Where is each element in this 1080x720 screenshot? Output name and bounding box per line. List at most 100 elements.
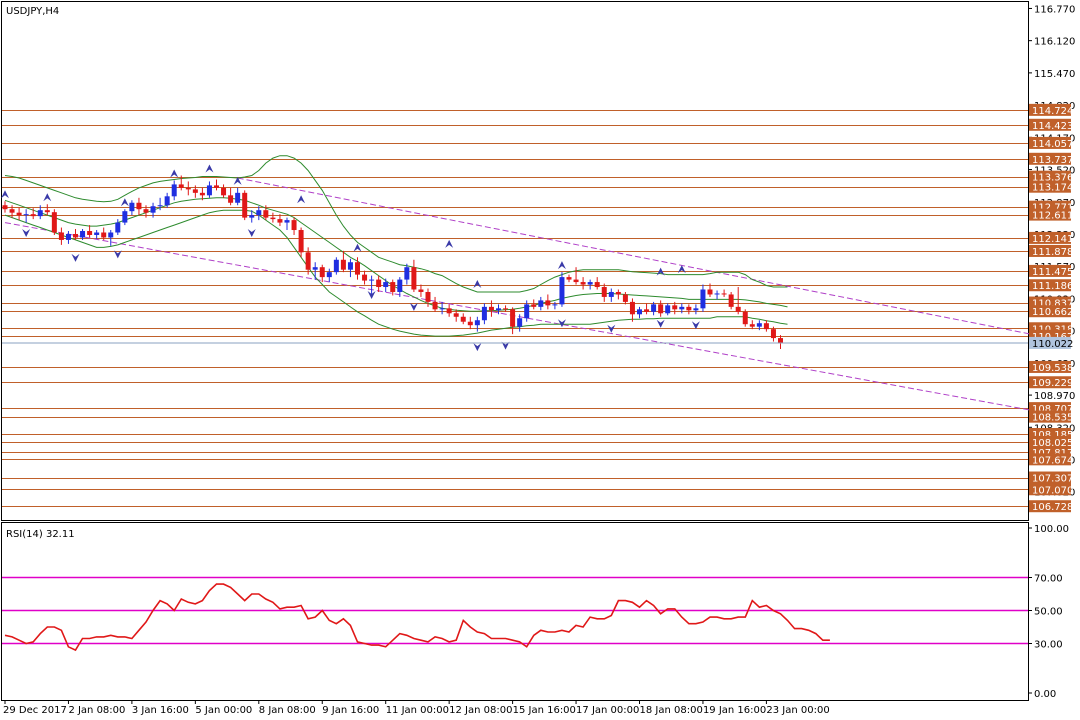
candle-bear xyxy=(30,208,36,220)
candle-body xyxy=(242,192,248,218)
candle-bull xyxy=(679,303,685,314)
candle-bull xyxy=(150,202,156,218)
price-tick-label: 115.470 xyxy=(1034,69,1075,80)
rsi-line xyxy=(4,583,830,652)
candle-bear xyxy=(2,201,8,213)
sr-price-label: 111.186 xyxy=(1032,281,1073,292)
candle-body xyxy=(319,267,325,278)
price-tick-label: 116.120 xyxy=(1034,37,1075,48)
trend-channel xyxy=(4,177,1049,414)
candle-bear xyxy=(467,316,473,330)
candle-bear xyxy=(9,205,15,218)
sr-price-tag xyxy=(1029,376,1071,389)
fractals xyxy=(1,164,700,352)
candle-body xyxy=(44,210,50,213)
candle-body xyxy=(749,324,755,327)
candle-body xyxy=(524,304,530,319)
candle-body xyxy=(291,220,297,231)
current-price-label: 110.022 xyxy=(1032,339,1073,350)
candle-bear xyxy=(136,197,142,216)
channel-line xyxy=(4,222,1049,414)
candle-body xyxy=(270,217,276,220)
candle-body xyxy=(263,210,269,218)
candle-bear xyxy=(615,289,621,300)
candle-body xyxy=(136,202,142,210)
time-tick-label: 29 Dec 2017 xyxy=(3,705,67,716)
bollinger-upper xyxy=(4,155,788,293)
candle-bull xyxy=(538,296,544,311)
sr-price-label: 110.662 xyxy=(1032,307,1073,318)
candle-body xyxy=(221,187,227,196)
fractal-up-arrow xyxy=(297,195,306,204)
fractal-down-arrow xyxy=(71,253,80,262)
candle-bear xyxy=(376,275,382,292)
sr-price-tag xyxy=(1029,244,1071,257)
sr-price-label: 108.185 xyxy=(1032,430,1073,441)
candle-body xyxy=(9,209,15,213)
candle-body xyxy=(728,294,734,307)
rsi-pane-frame xyxy=(1,522,1029,701)
candle-body xyxy=(214,185,219,188)
fractal-down-arrow xyxy=(367,291,376,300)
candle-body xyxy=(87,231,93,235)
candle-body xyxy=(397,279,403,292)
candle-body xyxy=(94,232,100,235)
candle-bull xyxy=(235,187,241,206)
candle-body xyxy=(376,279,382,288)
candle-body xyxy=(644,309,650,312)
sr-price-label: 108.707 xyxy=(1032,404,1073,415)
current-price-tag xyxy=(1029,336,1071,349)
candle-bull xyxy=(122,209,128,226)
sr-price-label: 113.174 xyxy=(1032,183,1073,194)
candle-bull xyxy=(347,258,353,278)
fractal-up-arrow xyxy=(445,239,454,248)
candle-body xyxy=(425,291,431,302)
candle-bull xyxy=(129,200,135,216)
candle-bear xyxy=(185,181,191,196)
sr-price-tag xyxy=(1029,208,1071,221)
candle-bear xyxy=(460,313,466,325)
sr-price-tag xyxy=(1029,453,1071,466)
fractal-down-arrow xyxy=(691,321,700,330)
candle-body xyxy=(199,192,205,196)
candle-body xyxy=(312,267,318,270)
sr-price-label: 112.141 xyxy=(1032,234,1073,245)
candle-bear xyxy=(573,267,579,285)
candle-body xyxy=(756,323,762,327)
candle-bull xyxy=(108,230,114,246)
candle-body xyxy=(496,308,501,311)
candle-body xyxy=(305,252,311,270)
fractal-down-arrow xyxy=(22,229,31,238)
candle-bull xyxy=(333,257,339,275)
candles xyxy=(2,175,783,349)
candle-body xyxy=(439,308,445,310)
candle-body xyxy=(700,289,706,309)
candle-body xyxy=(171,184,177,197)
candle-bear xyxy=(735,287,741,315)
candle-body xyxy=(298,230,304,253)
sr-price-label: 107.307 xyxy=(1032,474,1073,485)
candle-bear xyxy=(686,304,692,315)
candle-body xyxy=(531,304,537,307)
fractal-down-arrow xyxy=(409,302,418,311)
main-pane-frame xyxy=(1,1,1029,521)
candle-bear xyxy=(721,289,727,297)
fractal-up-arrow xyxy=(656,267,665,276)
candle-bull xyxy=(474,316,480,332)
candle-body xyxy=(608,291,614,297)
candle-bull xyxy=(157,197,163,211)
time-tick-label: 9 Jan 16:00 xyxy=(322,705,379,716)
time-tick-label: 3 Jan 16:00 xyxy=(132,705,189,716)
fractal-up-arrow xyxy=(120,198,129,207)
candle-bear xyxy=(778,335,783,349)
candle-bear xyxy=(566,274,572,283)
candle-bull xyxy=(524,300,530,322)
candle-body xyxy=(488,306,494,311)
candle-body xyxy=(714,293,720,295)
candle-body xyxy=(622,294,628,302)
fractal-down-arrow xyxy=(113,250,122,259)
sr-price-label: 111.878 xyxy=(1032,247,1073,258)
candle-bear xyxy=(594,277,600,290)
candle-body xyxy=(228,195,234,203)
